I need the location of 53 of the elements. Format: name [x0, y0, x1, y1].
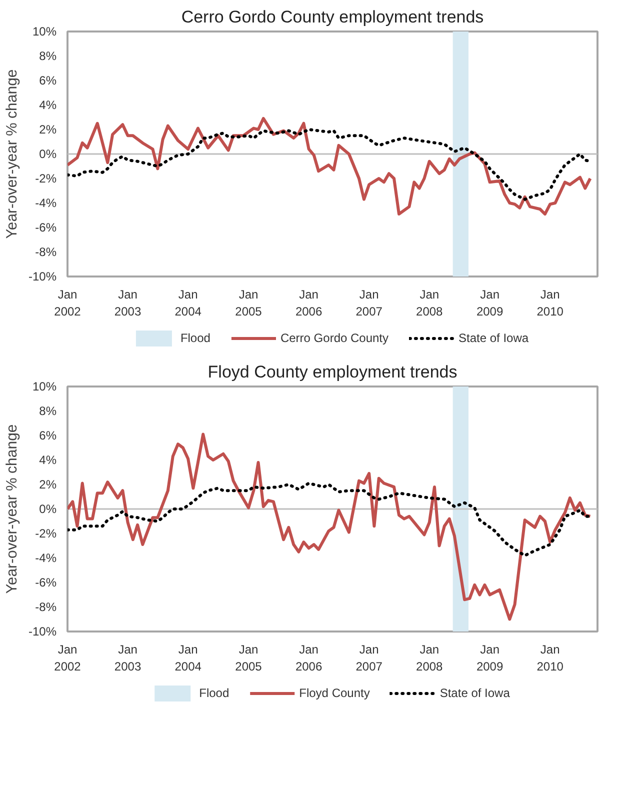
y-tick-label: -6%	[35, 576, 57, 590]
chart-title: Cerro Gordo County employment trends	[181, 8, 484, 26]
legend-label: Flood	[199, 686, 230, 700]
y-tick-label: -2%	[35, 172, 57, 186]
y-tick-label: 4%	[39, 453, 57, 467]
x-tick-label: Jan 2004	[174, 642, 202, 674]
x-tick-label: Jan 2006	[295, 288, 322, 318]
x-tick-label: Jan 2002	[54, 642, 82, 674]
y-tick-label: 2%	[39, 122, 57, 136]
line-series	[68, 482, 592, 558]
x-tick-label: Jan 2003	[114, 642, 142, 674]
legend-label: Flood	[180, 331, 210, 345]
y-tick-label: 0%	[39, 502, 57, 516]
legend-label: Cerro Gordo County	[280, 331, 389, 345]
x-tick-label: Jan 2010	[536, 642, 564, 674]
chart-title: Floyd County employment trends	[208, 362, 458, 382]
legend-label: State of Iowa	[458, 331, 529, 345]
x-tick-label: Jan 2005	[235, 642, 262, 674]
x-tick-label: Jan 2010	[536, 288, 564, 318]
y-tick-label: -4%	[35, 551, 57, 565]
legend-label: Floyd County	[299, 686, 370, 700]
y-tick-label: -8%	[35, 245, 57, 259]
x-tick-label: Jan 2004	[174, 288, 202, 318]
y-tick-label: -10%	[28, 270, 57, 284]
x-tick-label: Jan 2006	[295, 642, 322, 674]
legend-label: State of Iowa	[440, 686, 510, 700]
y-tick-label: 10%	[32, 380, 57, 394]
x-tick-label: Jan 2009	[476, 642, 504, 674]
x-tick-label: Jan 2008	[416, 288, 444, 318]
y-tick-label: 0%	[39, 147, 57, 161]
y-tick-label: -6%	[35, 220, 57, 234]
y-tick-label: -2%	[35, 526, 57, 540]
y-axis-title: Year-over-year % change	[3, 424, 20, 594]
y-axis-title: Year-over-year % change	[3, 69, 20, 239]
x-tick-label: Jan 2002	[54, 288, 82, 318]
y-tick-label: -4%	[35, 196, 57, 210]
y-tick-label: 8%	[39, 49, 57, 63]
y-tick-label: 4%	[39, 98, 57, 112]
x-tick-label: Jan 2008	[416, 642, 444, 674]
y-tick-label: 6%	[39, 74, 57, 88]
x-tick-label: Jan 2005	[235, 288, 262, 318]
x-tick-label: Jan 2009	[476, 288, 504, 318]
line-series	[68, 116, 592, 216]
x-tick-label: Jan 2007	[356, 288, 383, 318]
y-tick-label: 10%	[32, 24, 57, 38]
y-tick-label: 6%	[39, 428, 57, 442]
y-tick-label: -8%	[35, 600, 57, 614]
y-tick-label: 2%	[39, 478, 57, 492]
x-tick-label: Jan 2003	[114, 288, 142, 318]
line-series	[68, 432, 592, 621]
y-tick-label: -10%	[28, 624, 57, 638]
x-tick-label: Jan 2007	[356, 642, 383, 674]
y-tick-label: 8%	[39, 404, 57, 418]
